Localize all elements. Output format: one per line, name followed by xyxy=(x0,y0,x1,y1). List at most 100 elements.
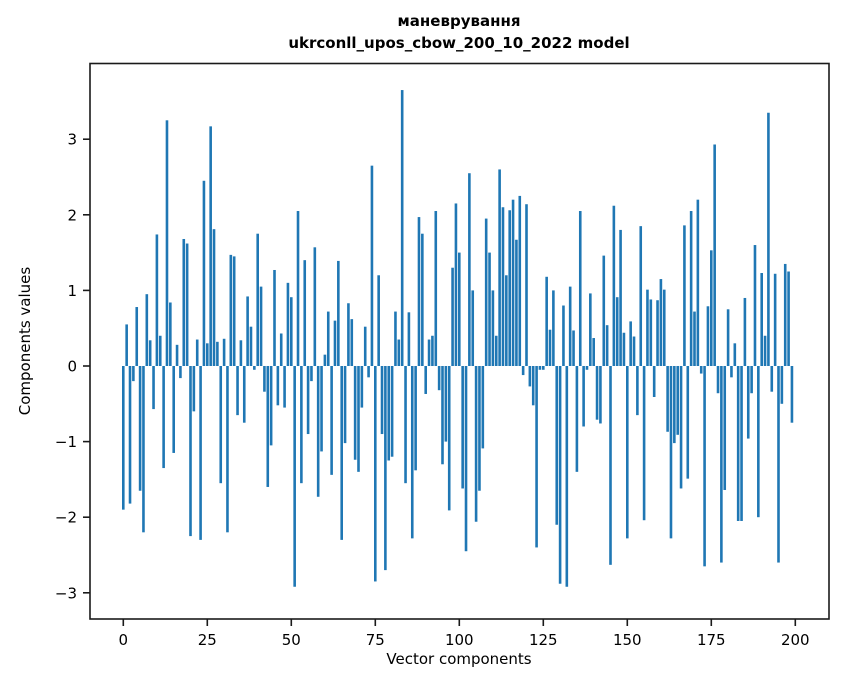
bar xyxy=(589,293,592,366)
bar xyxy=(279,333,283,366)
bar xyxy=(629,321,632,366)
x-tick-label: 125 xyxy=(529,631,558,649)
bar xyxy=(780,366,784,404)
bar xyxy=(367,366,370,378)
bar xyxy=(538,366,542,370)
bar xyxy=(132,366,135,382)
bar xyxy=(387,366,391,461)
bar xyxy=(152,366,155,410)
bar xyxy=(266,366,270,487)
bar xyxy=(333,320,337,366)
bar xyxy=(158,335,162,366)
bar xyxy=(642,366,646,521)
bar xyxy=(662,289,666,366)
bar xyxy=(323,354,327,366)
x-tick-label: 100 xyxy=(445,631,474,649)
y-tick-label: −3 xyxy=(55,584,77,602)
bar xyxy=(746,366,750,439)
bar xyxy=(582,366,585,427)
bar xyxy=(733,343,737,366)
bar xyxy=(595,366,599,420)
bar xyxy=(508,210,511,366)
plot-area-spines xyxy=(89,62,830,620)
bar xyxy=(125,324,128,366)
bar xyxy=(763,335,767,366)
bar xyxy=(619,229,622,366)
bar xyxy=(316,366,320,497)
bar xyxy=(464,366,468,552)
bar xyxy=(337,260,340,366)
bar xyxy=(394,311,397,366)
bar xyxy=(599,366,602,424)
bar xyxy=(757,366,760,518)
bar xyxy=(128,366,132,504)
bar xyxy=(283,366,286,408)
bar xyxy=(306,366,310,435)
bar xyxy=(545,276,548,366)
bar xyxy=(535,366,538,548)
x-tick-label: 150 xyxy=(613,631,642,649)
bar xyxy=(172,366,175,453)
x-tick-label: 175 xyxy=(697,631,726,649)
bar xyxy=(609,366,612,565)
bar xyxy=(760,273,763,366)
bar xyxy=(276,366,280,406)
bar xyxy=(639,226,643,366)
bar xyxy=(706,306,710,366)
bar xyxy=(236,366,239,416)
bar xyxy=(209,126,212,366)
bar xyxy=(384,366,387,571)
bar xyxy=(185,243,189,366)
bar xyxy=(162,366,165,469)
bar xyxy=(720,366,723,563)
bar xyxy=(696,199,700,366)
bar xyxy=(269,366,273,446)
bar xyxy=(686,366,690,479)
bar xyxy=(239,340,243,366)
bar xyxy=(232,256,236,366)
bar xyxy=(636,366,639,416)
x-tick-label: 25 xyxy=(198,631,217,649)
x-axis-label: Vector components xyxy=(386,650,531,668)
bar xyxy=(552,290,555,366)
bar xyxy=(689,211,693,366)
bar xyxy=(652,366,656,397)
bar xyxy=(626,366,629,539)
bar xyxy=(615,297,619,366)
bar xyxy=(649,299,653,366)
bar xyxy=(256,233,259,366)
bar xyxy=(726,309,730,366)
bar xyxy=(226,366,229,533)
bar xyxy=(138,366,142,491)
bar xyxy=(326,311,330,366)
bar xyxy=(310,366,313,382)
bar xyxy=(182,238,186,366)
bar xyxy=(242,366,246,423)
bar xyxy=(468,173,471,366)
bar xyxy=(605,325,609,366)
bar xyxy=(558,366,562,584)
bar xyxy=(263,366,266,392)
bar xyxy=(773,273,777,366)
bar xyxy=(528,366,532,387)
bar xyxy=(632,336,636,366)
bar xyxy=(444,366,448,442)
bar xyxy=(575,366,579,472)
bar xyxy=(259,286,263,366)
bar xyxy=(303,260,307,366)
bar xyxy=(713,144,716,366)
bar xyxy=(501,207,505,366)
y-tick-label: 2 xyxy=(67,206,77,224)
bar xyxy=(730,366,733,378)
bar xyxy=(195,339,199,366)
bar xyxy=(427,339,431,366)
bar xyxy=(458,252,461,366)
bar xyxy=(770,366,774,392)
bar xyxy=(290,297,293,366)
bar xyxy=(142,366,145,533)
bar xyxy=(478,366,481,491)
bar xyxy=(374,366,377,582)
bar xyxy=(683,225,686,366)
bar xyxy=(320,366,323,452)
bar xyxy=(656,300,659,366)
